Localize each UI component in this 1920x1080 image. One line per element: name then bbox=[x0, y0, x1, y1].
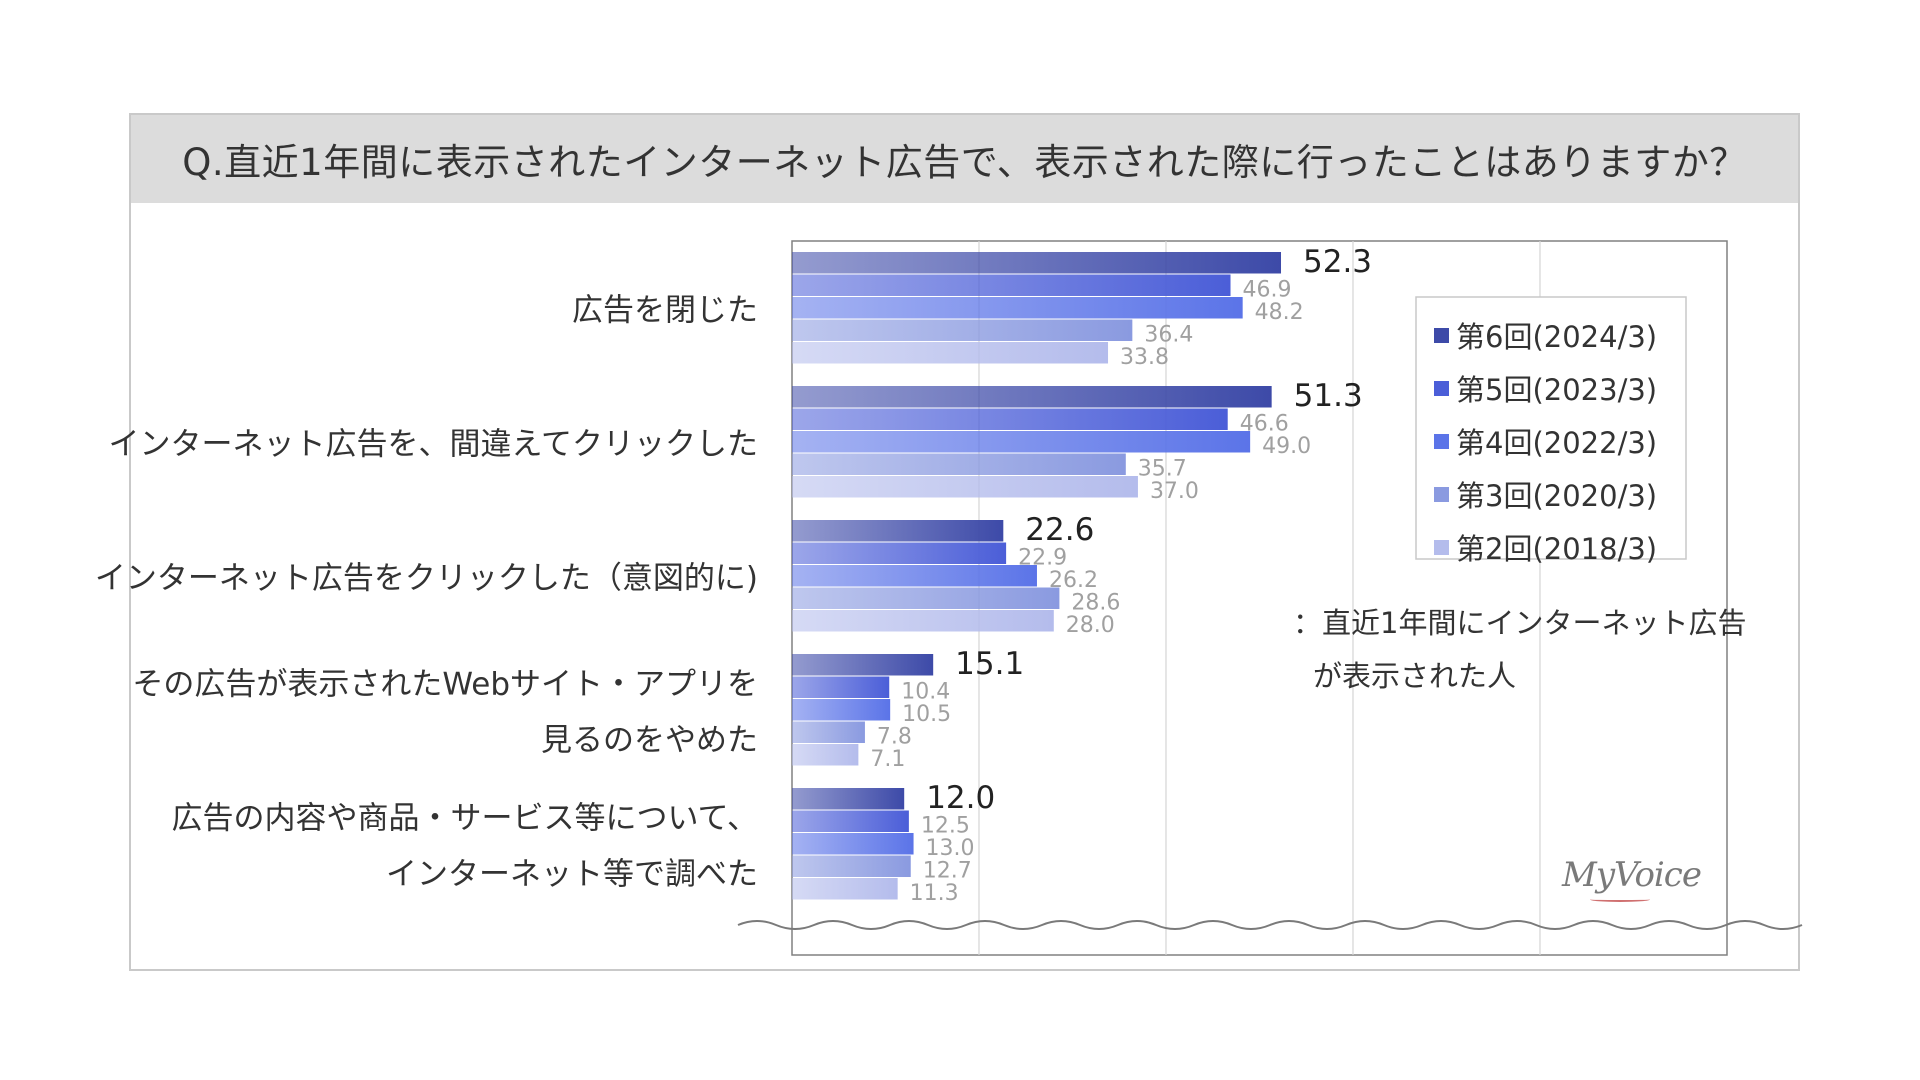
bar bbox=[792, 297, 1243, 319]
data-label: 37.0 bbox=[1150, 479, 1199, 504]
bar bbox=[792, 274, 1231, 296]
chart-title: Q.直近1年間に表示されたインターネット広告で、表示された際に行ったことはありま… bbox=[182, 141, 1747, 184]
bar bbox=[792, 855, 911, 877]
category-label: インターネット広告をクリックした（意図的に) bbox=[95, 560, 758, 596]
data-label: 28.6 bbox=[1071, 591, 1120, 616]
bar bbox=[792, 542, 1007, 564]
data-label: 12.5 bbox=[921, 814, 970, 839]
data-label: 15.1 bbox=[955, 646, 1024, 682]
bar bbox=[792, 386, 1272, 408]
data-label: 48.2 bbox=[1255, 300, 1304, 325]
data-label: 7.8 bbox=[877, 725, 912, 750]
category-label: インターネット等で調べた bbox=[386, 856, 758, 892]
category-label: 見るのをやめた bbox=[541, 722, 758, 758]
legend-swatch bbox=[1434, 381, 1449, 396]
data-label: 35.7 bbox=[1138, 457, 1187, 482]
bar bbox=[792, 476, 1138, 498]
data-label: 7.1 bbox=[870, 747, 905, 772]
legend-swatch bbox=[1434, 487, 1449, 502]
bar bbox=[792, 654, 934, 676]
bar bbox=[792, 833, 914, 855]
data-label: 46.9 bbox=[1243, 278, 1292, 303]
data-label: 28.0 bbox=[1066, 613, 1115, 638]
category-label: インターネット広告を、間違えてクリックした bbox=[109, 426, 758, 462]
data-label: 51.3 bbox=[1294, 378, 1363, 414]
data-label: 26.2 bbox=[1049, 568, 1098, 593]
category-label: その広告が表示されたWebサイト・アプリを bbox=[132, 666, 758, 702]
legend-label: 第5回(2023/3) bbox=[1456, 373, 1657, 407]
data-label: 33.8 bbox=[1120, 345, 1169, 370]
bar bbox=[792, 587, 1060, 609]
data-label: 12.7 bbox=[923, 859, 972, 884]
logo-underline bbox=[1590, 897, 1650, 902]
bar bbox=[792, 878, 898, 900]
legend-swatch bbox=[1434, 434, 1449, 449]
legend-label: 第6回(2024/3) bbox=[1456, 320, 1657, 354]
legend-box bbox=[1415, 296, 1687, 560]
data-label: 46.6 bbox=[1240, 412, 1289, 437]
bar bbox=[792, 252, 1282, 274]
note-text: が表示された人 bbox=[1313, 659, 1516, 693]
data-label: 22.6 bbox=[1025, 512, 1094, 548]
bar bbox=[792, 408, 1228, 430]
bar bbox=[792, 610, 1054, 632]
data-label: 10.5 bbox=[902, 702, 951, 727]
bar bbox=[792, 319, 1133, 341]
legend-swatch bbox=[1434, 328, 1449, 343]
bar bbox=[792, 699, 891, 721]
bar bbox=[792, 721, 865, 743]
data-label: 36.4 bbox=[1144, 323, 1193, 348]
bar bbox=[792, 810, 909, 832]
data-label: 12.0 bbox=[926, 780, 995, 816]
bar bbox=[792, 744, 859, 766]
bar bbox=[792, 788, 905, 810]
bar bbox=[792, 676, 890, 698]
data-label: 11.3 bbox=[910, 881, 959, 906]
bar bbox=[792, 453, 1126, 475]
legend-swatch bbox=[1434, 540, 1449, 555]
data-label: 49.0 bbox=[1262, 434, 1311, 459]
bar bbox=[792, 520, 1004, 542]
title-bar: Q.直近1年間に表示されたインターネット広告で、表示された際に行ったことはありま… bbox=[131, 115, 1798, 203]
data-label: 10.4 bbox=[901, 680, 950, 705]
category-label: 広告の内容や商品・サービス等について、 bbox=[171, 800, 758, 836]
category-label: 広告を閉じた bbox=[572, 292, 758, 328]
bar bbox=[792, 342, 1109, 364]
myvoice-logo: MyVoice bbox=[1562, 855, 1702, 895]
bar bbox=[792, 565, 1037, 587]
note-text: ：直近1年間にインターネット広告 bbox=[1293, 606, 1746, 640]
bar bbox=[792, 431, 1251, 453]
legend-label: 第4回(2022/3) bbox=[1456, 426, 1657, 460]
data-label: 22.9 bbox=[1018, 546, 1067, 571]
data-label: 52.3 bbox=[1303, 244, 1372, 280]
data-label: 13.0 bbox=[926, 836, 975, 861]
legend-label: 第3回(2020/3) bbox=[1456, 479, 1657, 513]
legend-label: 第2回(2018/3) bbox=[1456, 532, 1657, 566]
axis-break-wave bbox=[737, 920, 1803, 930]
